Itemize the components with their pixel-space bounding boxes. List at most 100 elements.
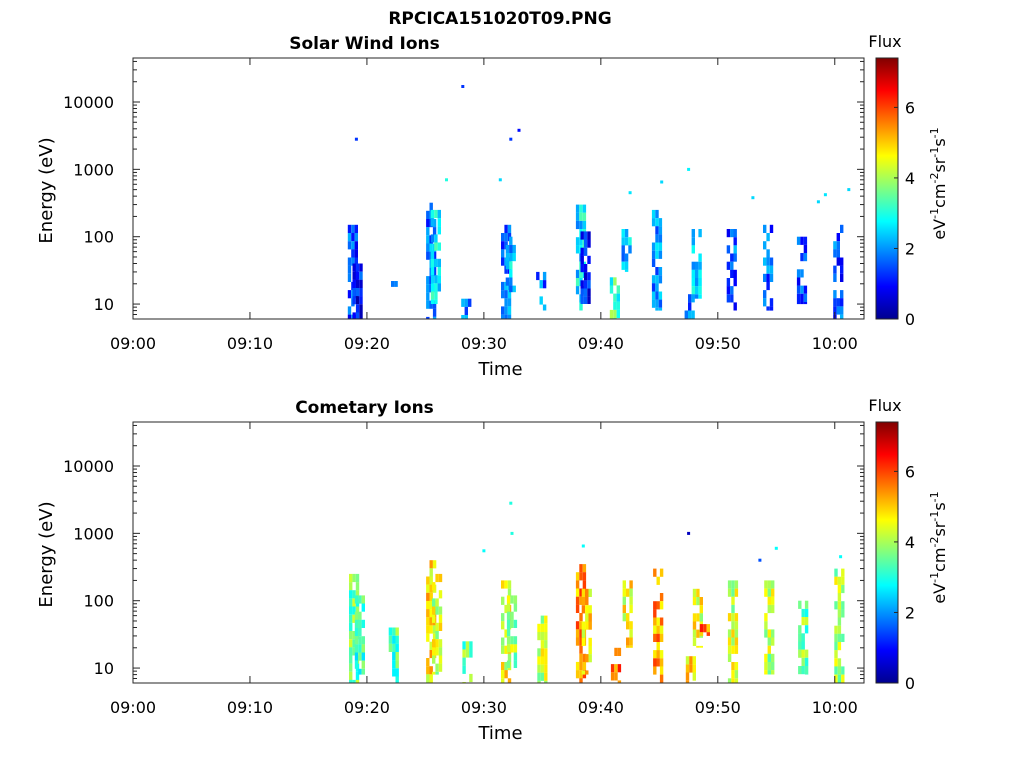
heatmap-cell — [352, 288, 356, 297]
heatmap-cell — [437, 209, 441, 219]
heatmap-cell — [734, 645, 739, 654]
heatmap-cell — [507, 298, 512, 307]
heatmap-cell — [435, 606, 439, 615]
heatmap-cell — [837, 593, 842, 602]
heatmap-cell — [731, 678, 735, 683]
heatmap-cell — [734, 613, 739, 622]
heatmap-cell — [726, 286, 731, 295]
heatmap-cell — [438, 655, 443, 664]
heatmap-cell — [587, 296, 591, 304]
x-tick-label: 09:40 — [578, 334, 624, 353]
heatmap-cell — [767, 645, 771, 654]
heatmap-cell — [734, 678, 739, 683]
y-axis-label: Energy (eV) — [36, 501, 57, 607]
heatmap-cell — [542, 304, 547, 311]
heatmap-cell — [507, 314, 512, 319]
heatmap-cell — [579, 564, 583, 573]
heatmap-cell — [579, 204, 583, 213]
heatmap-cell — [359, 288, 363, 297]
heatmap-cell — [395, 635, 399, 644]
heatmap-point — [509, 137, 513, 141]
heatmap-cell — [691, 269, 695, 278]
heatmap-cell — [432, 614, 436, 623]
plot-frame — [132, 57, 865, 320]
heatmap-cell — [692, 588, 697, 597]
heatmap-cell — [653, 650, 657, 659]
heatmap-cell — [731, 637, 735, 646]
heatmap-cell — [438, 639, 443, 648]
heatmap-cell — [767, 580, 771, 589]
heatmap-cell — [730, 253, 734, 262]
heatmap-cell — [626, 613, 630, 622]
heatmap-cell — [696, 613, 700, 622]
heatmap-cell — [358, 619, 362, 628]
heatmap-cell — [726, 294, 731, 303]
heatmap-cell — [507, 306, 512, 315]
heatmap-cell — [575, 596, 580, 605]
heatmap-cell — [734, 670, 739, 679]
heatmap-cell — [395, 660, 399, 669]
heatmap-cell — [767, 629, 771, 638]
x-tick-label: 09:10 — [227, 334, 273, 353]
heatmap-cell — [764, 621, 768, 630]
heatmap-cell — [651, 250, 656, 259]
heatmap-cell — [771, 588, 775, 597]
heatmap-cell — [733, 229, 737, 238]
heatmap-cell — [349, 639, 353, 648]
colorbar-gradient — [875, 421, 899, 684]
heatmap-cell — [698, 278, 702, 287]
heatmap-cell — [766, 249, 770, 258]
heatmap-cell — [621, 237, 625, 246]
heatmap-cell — [804, 617, 809, 626]
heatmap-cell — [506, 644, 511, 653]
heatmap-cell — [583, 264, 588, 273]
heatmap-cell — [359, 296, 363, 305]
heatmap-cell — [392, 652, 396, 661]
heatmap-cell — [347, 233, 352, 242]
heatmap-cell — [462, 641, 466, 650]
heatmap-cell — [392, 635, 396, 644]
heatmap-cell — [585, 605, 589, 614]
heatmap-cell — [513, 652, 518, 661]
heatmap-cell — [355, 263, 360, 272]
heatmap-cell — [692, 656, 696, 665]
heatmap-cell — [352, 679, 356, 683]
heatmap-cell — [658, 234, 663, 243]
heatmap-cell — [438, 614, 443, 623]
y-axis-label: Energy (eV) — [36, 137, 57, 243]
heatmap-cell — [764, 670, 768, 675]
heatmap-cell — [581, 637, 586, 646]
heatmap-cell — [587, 272, 591, 281]
heatmap-cell — [544, 656, 548, 665]
heatmap-cell — [764, 580, 768, 589]
heatmap-cell — [388, 635, 393, 644]
heatmap-point — [445, 178, 448, 182]
heatmap-cell — [429, 617, 433, 626]
y-tick-label: 1000 — [73, 524, 114, 543]
y-tick-label: 10 — [94, 659, 114, 678]
heatmap-cell — [349, 590, 353, 599]
heatmap-cell — [359, 304, 363, 313]
heatmap-cell — [656, 658, 660, 667]
heatmap-cell — [731, 596, 735, 605]
heatmap-cell — [727, 629, 732, 638]
heatmap-cell — [426, 600, 430, 610]
heatmap-cell — [730, 229, 734, 238]
heatmap-cell — [691, 278, 695, 287]
heatmap-cell — [613, 277, 617, 286]
heatmap-cell — [432, 582, 436, 591]
heatmap-cell — [432, 227, 437, 236]
heatmap-cell — [834, 568, 838, 577]
heatmap-cell — [513, 644, 518, 653]
heatmap-cell — [507, 588, 512, 597]
heatmap-cell — [798, 633, 802, 642]
heatmap-cell — [587, 231, 591, 240]
heatmap-cell — [355, 271, 360, 280]
colorbar: Flux 0 2 4 6 eV-1cm-2sr-1s-1 — [868, 396, 949, 693]
heatmap-cell — [803, 285, 808, 294]
heatmap-cell — [699, 597, 703, 606]
heatmap-cell — [465, 649, 470, 658]
heatmap-cell — [438, 606, 443, 615]
heatmap-cell — [349, 663, 353, 672]
heatmap-cell — [734, 637, 739, 646]
